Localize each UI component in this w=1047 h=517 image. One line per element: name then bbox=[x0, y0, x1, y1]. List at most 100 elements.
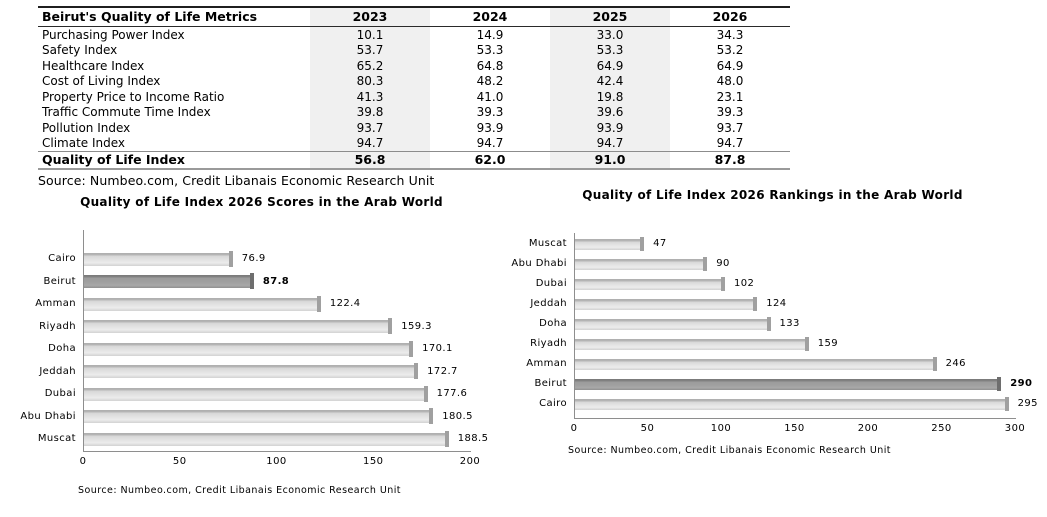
metric-value: 53.3 bbox=[550, 42, 670, 58]
category-label: Cairo bbox=[539, 398, 567, 409]
metric-value: 93.9 bbox=[550, 120, 670, 136]
bar-riyadh bbox=[575, 336, 809, 351]
metric-value: 10.1 bbox=[310, 26, 430, 43]
category-label: Dubai bbox=[535, 278, 567, 289]
plot-area: 47 90 102 124 133 159 246 290 295 bbox=[574, 233, 1038, 419]
category-axis: Muscat Abu Dhabi Dubai Jeddah Doha Riyadh Amma… bbox=[505, 233, 574, 418]
x-axis: 0 50 100 150 200 bbox=[80, 456, 480, 470]
category-label: Riyadh bbox=[39, 320, 76, 332]
bar-abu-dhabi bbox=[84, 408, 434, 425]
x-tick-label: 50 bbox=[640, 423, 655, 434]
value-label: 159.3 bbox=[401, 320, 432, 332]
rankings-bar-chart: Quality of Life Index 2026 Rankings in t… bbox=[505, 188, 1040, 488]
metric-label: Traffic Commute Time Index bbox=[42, 105, 211, 119]
x-axis: 0 50 100 150 200 250 300 bbox=[571, 423, 1025, 437]
value-label: 102 bbox=[733, 278, 755, 289]
table-body: Purchasing Power Index 10.1 14.9 33.0 34.3 Sa… bbox=[38, 26, 790, 170]
value-label: 188.5 bbox=[457, 433, 489, 445]
table-row: Pollution Index 93.7 93.9 93.9 93.7 bbox=[38, 120, 790, 136]
value-label: 133 bbox=[779, 318, 800, 329]
category-label: Abu Dhabi bbox=[20, 410, 76, 422]
value-label: 90 bbox=[716, 258, 730, 269]
table-year-header: 2024 bbox=[430, 7, 550, 27]
value-label: 295 bbox=[1017, 398, 1038, 409]
bar-cairo bbox=[575, 396, 1009, 411]
category-label: Abu Dhabi bbox=[511, 258, 567, 269]
metric-value: 56.8 bbox=[310, 151, 430, 170]
metric-value: 94.7 bbox=[476, 136, 504, 150]
bar-beirut bbox=[84, 273, 254, 290]
metric-value: 48.0 bbox=[716, 74, 744, 88]
metric-label: Pollution Index bbox=[42, 120, 131, 135]
metric-label: Climate Index bbox=[42, 136, 126, 150]
metric-value: 65.2 bbox=[310, 58, 430, 74]
value-label: 170.1 bbox=[422, 343, 453, 355]
table-source: Source: Numbeo.com, Credit Libanais Econ… bbox=[38, 172, 435, 188]
bar-jeddah bbox=[575, 296, 758, 311]
bar-dubai bbox=[84, 385, 428, 402]
table-row: Cost of Living Index 80.3 48.2 42.4 48.0 bbox=[38, 73, 790, 89]
metric-value: 14.9 bbox=[476, 27, 504, 42]
value-label: 290 bbox=[1010, 378, 1033, 389]
category-label: Amman bbox=[526, 358, 567, 369]
metrics-table-section: Beirut's Quality of Life Metrics 2023 202… bbox=[38, 6, 790, 188]
table-title: Beirut's Quality of Life Metrics bbox=[38, 7, 310, 27]
x-tick-label: 0 bbox=[79, 456, 87, 467]
table-row: Safety Index 53.7 53.3 53.3 53.2 bbox=[38, 42, 790, 58]
bar-amman bbox=[575, 356, 937, 371]
category-label: Jeddah bbox=[530, 298, 567, 309]
bar-jeddah bbox=[84, 363, 419, 380]
bar-cairo bbox=[84, 250, 233, 267]
table-year-header: 2025 bbox=[550, 7, 670, 27]
value-label: 246 bbox=[945, 358, 966, 369]
quality-of-life-table: Beirut's Quality of Life Metrics 2023 202… bbox=[38, 6, 790, 170]
category-axis: Cairo Beirut Amman Riyadh Doha Jeddah Dubai Abu… bbox=[15, 230, 83, 451]
metric-value: 93.7 bbox=[716, 120, 744, 135]
metric-value: 39.3 bbox=[716, 105, 744, 119]
plot-area: 76.9 87.8 122.4 159.3 170.1 172.7 177.6 180.5 18… bbox=[83, 230, 488, 452]
x-tick-label: 150 bbox=[784, 423, 805, 434]
chart-title: Quality of Life Index 2026 Rankings in t… bbox=[582, 188, 963, 202]
metric-value: 93.9 bbox=[476, 120, 504, 135]
metric-label: Healthcare Index bbox=[42, 58, 145, 73]
x-tick-label: 100 bbox=[710, 423, 732, 434]
category-label: Cairo bbox=[48, 253, 76, 265]
chart-source: Source: Numbeo.com, Credit Libanais Econ… bbox=[568, 445, 891, 456]
metric-value: 64.9 bbox=[550, 58, 670, 74]
metric-value: 94.7 bbox=[716, 136, 744, 150]
bar-doha bbox=[84, 340, 414, 357]
category-label: Amman bbox=[35, 298, 76, 310]
table-row: Property Price to Income Ratio 41.3 41.0 19… bbox=[38, 89, 790, 105]
value-label: 177.6 bbox=[436, 388, 468, 400]
metric-value: 93.7 bbox=[310, 120, 430, 136]
x-tick-label: 200 bbox=[459, 456, 481, 467]
bar-doha bbox=[575, 316, 771, 331]
category-label: Doha bbox=[48, 343, 76, 355]
metric-label: Property Price to Income Ratio bbox=[42, 89, 225, 104]
metric-value: 80.3 bbox=[310, 73, 430, 89]
category-label: Beirut bbox=[43, 275, 76, 287]
table-row: Healthcare Index 65.2 64.8 64.9 64.9 bbox=[38, 58, 790, 74]
metric-label: Safety Index bbox=[42, 43, 118, 57]
metric-value: 53.7 bbox=[310, 42, 430, 58]
value-label: 124 bbox=[766, 298, 787, 309]
metric-value: 62.0 bbox=[430, 151, 550, 170]
metric-value: 91.0 bbox=[550, 151, 670, 170]
bar-dubai bbox=[575, 276, 725, 291]
table-row: Purchasing Power Index 10.1 14.9 33.0 34.3 bbox=[38, 26, 790, 43]
metric-value: 34.3 bbox=[716, 27, 744, 42]
category-label: Dubai bbox=[44, 388, 76, 400]
metric-value: 41.0 bbox=[476, 89, 504, 104]
metric-value: 64.9 bbox=[716, 58, 744, 73]
table-row: Climate Index 94.7 94.7 94.7 94.7 bbox=[38, 135, 790, 152]
category-label: Doha bbox=[539, 318, 567, 329]
metric-value: 19.8 bbox=[550, 89, 670, 105]
metric-value: 33.0 bbox=[550, 26, 670, 43]
metric-value: 39.6 bbox=[550, 104, 670, 120]
table-header-row: Beirut's Quality of Life Metrics 2023 202… bbox=[38, 7, 790, 27]
x-tick-label: 100 bbox=[266, 456, 287, 467]
metric-value: 87.8 bbox=[670, 151, 790, 170]
bar-abu-dhabi bbox=[575, 256, 708, 271]
metric-value: 42.4 bbox=[550, 73, 670, 89]
